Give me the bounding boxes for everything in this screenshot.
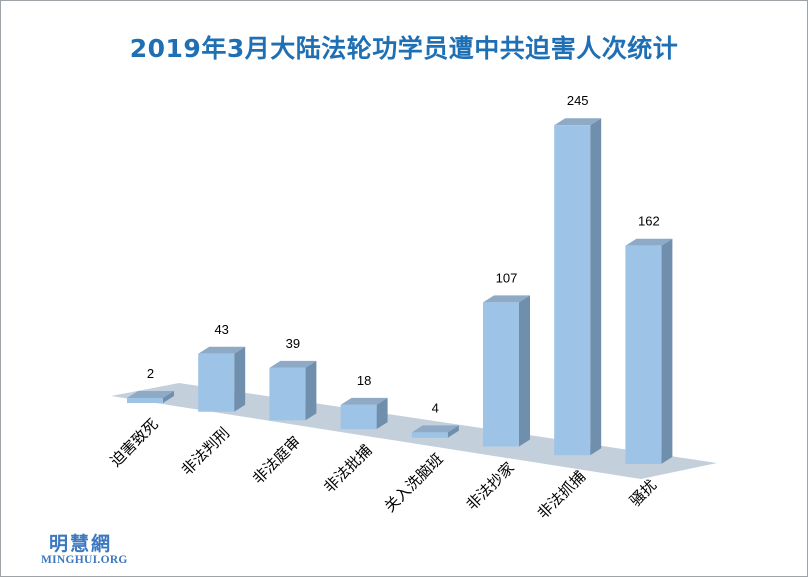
value-label: 162 (638, 214, 660, 229)
bar (554, 118, 602, 456)
category-label: 非法抄家 (463, 459, 518, 514)
bar-top (269, 360, 317, 368)
bar-side (305, 360, 317, 421)
bar (411, 425, 459, 438)
bar-top (340, 397, 388, 405)
chart-title: 2019年3月大陆法轮功学员遭中共迫害人次统计 (129, 34, 679, 63)
category-label: 迫害致死 (107, 415, 162, 470)
bar (483, 295, 530, 447)
value-label: 4 (432, 400, 439, 415)
bar-front (483, 302, 519, 447)
bar-top (554, 118, 602, 126)
value-label: 107 (496, 270, 518, 285)
bar-front (340, 404, 377, 430)
bar-side (590, 118, 602, 456)
value-label: 39 (286, 336, 300, 351)
category-label: 非法庭审 (249, 433, 304, 488)
bar-front (554, 125, 591, 456)
logo-chinese: 明慧網 (49, 533, 113, 555)
bar-front (198, 353, 235, 412)
bar-front (625, 245, 662, 464)
category-label: 关入洗脑班 (381, 450, 447, 516)
bar-front (411, 432, 448, 438)
bar-top (127, 391, 174, 398)
bar-front (127, 398, 163, 403)
bar (625, 238, 673, 464)
bar (340, 397, 388, 430)
bar-side (519, 295, 530, 447)
bar (127, 391, 174, 403)
bar (198, 346, 246, 412)
bar-side (234, 346, 246, 412)
bar-side (661, 238, 673, 464)
bar-front (269, 367, 306, 421)
value-label: 43 (214, 322, 228, 337)
bar-side (447, 425, 459, 438)
category-label: 非法判刑 (178, 424, 233, 479)
bar-top (483, 295, 530, 303)
category-label: 骚扰 (626, 476, 660, 510)
bar-side (376, 397, 388, 430)
bar-side (163, 391, 174, 403)
logo-english: MINGHUI.ORG (41, 554, 128, 566)
bar (269, 360, 317, 421)
bar-top (198, 346, 246, 354)
category-label: 非法抓捕 (534, 467, 589, 522)
value-label: 2 (147, 366, 154, 381)
value-label: 245 (567, 93, 589, 108)
bar-top (411, 425, 459, 433)
minghui-logo: 明慧網 MINGHUI.ORG (41, 529, 141, 566)
category-label: 非法批捕 (320, 441, 375, 496)
bar-top (625, 238, 673, 246)
value-label: 18 (357, 373, 371, 388)
